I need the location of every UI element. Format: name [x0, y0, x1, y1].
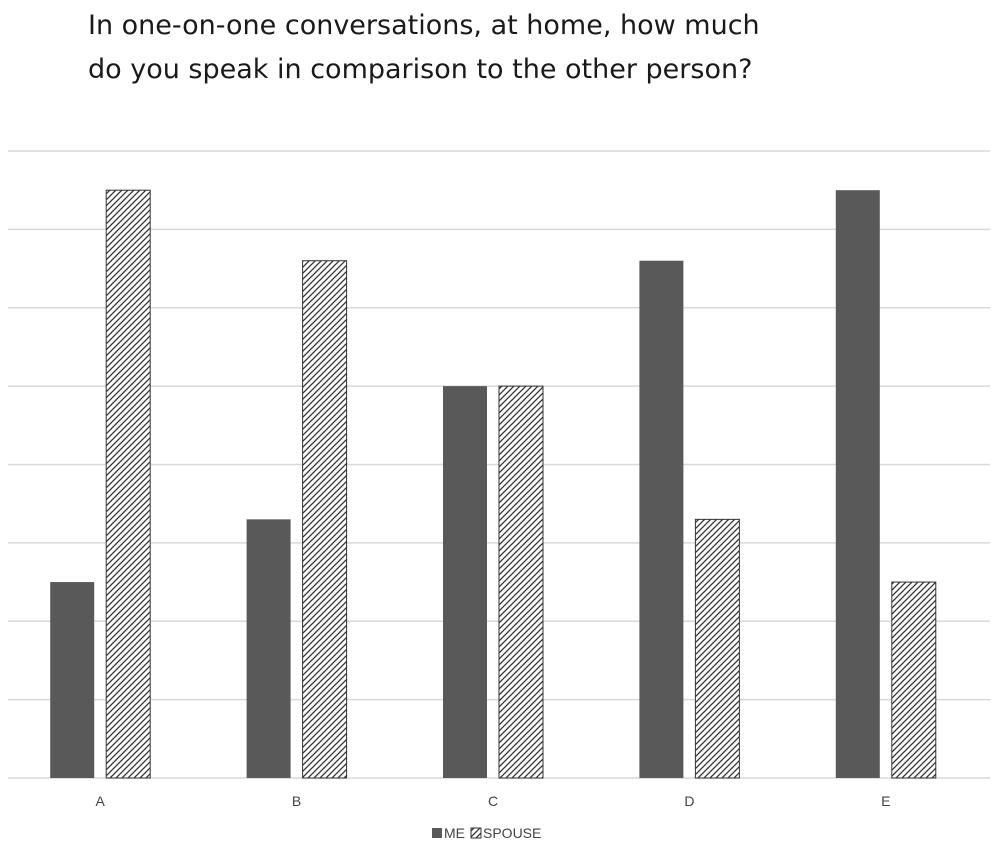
bar-spouse-a	[105, 189, 151, 779]
x-tick-label-b: B	[292, 793, 301, 809]
bar-spouse-b	[302, 260, 348, 779]
x-tick-label-c: C	[488, 793, 498, 809]
bar-me-a	[50, 582, 95, 778]
x-axis-labels: A B C D E	[96, 793, 891, 809]
bar-me-e	[835, 190, 880, 778]
chart-title-line-1: In one-on-one conversations, at home, ho…	[88, 10, 760, 41]
bar-spouse-e	[891, 581, 937, 779]
chart-title-line-2: do you speak in comparison to the other …	[88, 54, 753, 85]
chart-title: In one-on-one conversations, at home, ho…	[88, 4, 948, 92]
bar-spouse-c	[498, 385, 544, 779]
bar-me-d	[639, 260, 684, 779]
legend-label-me: ME	[444, 825, 465, 841]
x-tick-label-a: A	[96, 793, 106, 809]
legend-swatch-spouse	[470, 827, 482, 839]
legend-swatch-me	[432, 828, 442, 838]
bar-me-b	[246, 519, 291, 778]
legend: ME SPOUSE	[432, 825, 541, 841]
bar-me-c	[443, 386, 487, 778]
x-tick-label-d: D	[684, 793, 694, 809]
bars	[50, 189, 937, 779]
x-tick-label-e: E	[881, 793, 890, 809]
bar-spouse-d	[694, 518, 740, 779]
legend-label-spouse: SPOUSE	[483, 825, 541, 841]
